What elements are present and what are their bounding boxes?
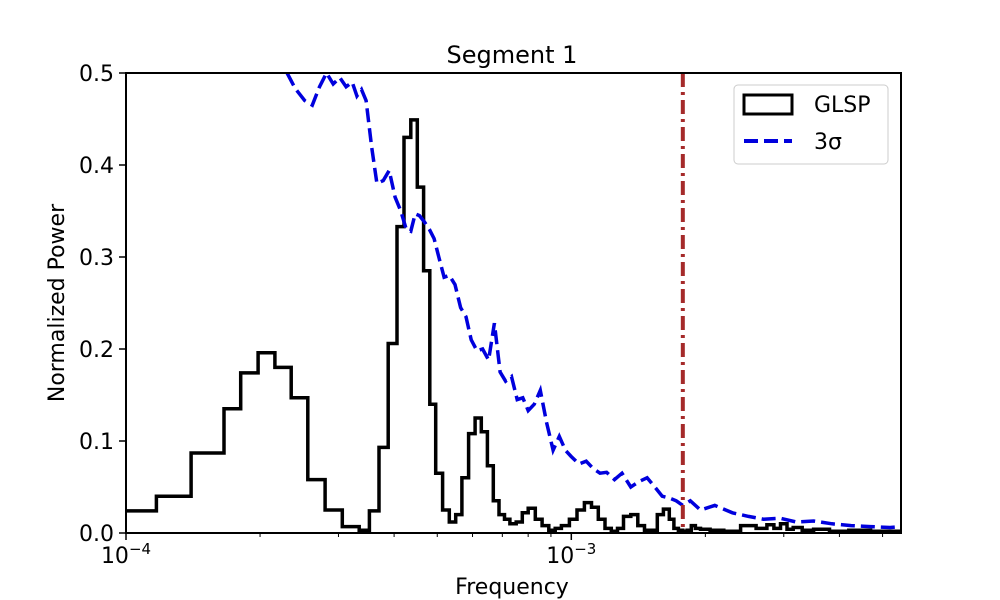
x-axis-label: Frequency [455, 575, 569, 600]
y-tick-label: 0.5 [79, 62, 114, 87]
series-glsp-line [126, 118, 901, 533]
y-tick-label: 0.0 [79, 522, 114, 547]
legend-glsp-label: GLSP [814, 93, 871, 118]
series-3sigma-line [285, 73, 901, 530]
y-tick-label: 0.1 [79, 430, 114, 455]
legend-3sigma-label: 3σ [814, 130, 842, 155]
legend: GLSP 3σ [733, 84, 889, 165]
x-tick-label: 10−4 [101, 540, 151, 569]
plot-frame [125, 72, 902, 534]
y-tick-label: 0.3 [79, 246, 114, 271]
y-tick-label: 0.4 [79, 154, 114, 179]
legend-glsp-swatch [742, 93, 794, 116]
y-axis-label: Normalized Power [45, 203, 70, 402]
y-tick-label: 0.2 [79, 338, 114, 363]
chart-title: Segment 1 [447, 41, 578, 69]
x-tick-label: 10−3 [546, 540, 596, 569]
legend-box [733, 84, 889, 165]
